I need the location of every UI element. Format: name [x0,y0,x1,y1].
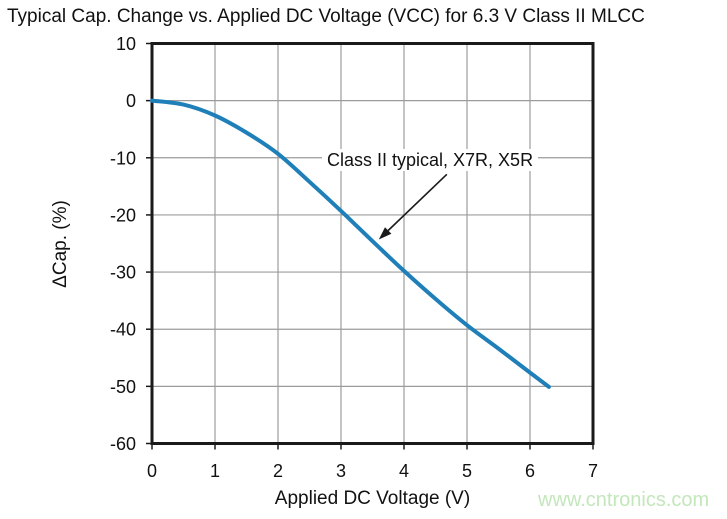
watermark: www.cntronics.com [538,489,710,511]
x-tick-label: 7 [588,461,598,481]
y-tick-label: -30 [110,263,136,283]
y-tick-label: -20 [110,205,136,225]
x-tick-label: 1 [210,461,220,481]
y-tick-label: -50 [110,377,136,397]
plot-frame [150,42,595,445]
y-tick-label: -40 [110,320,136,340]
x-tick-label: 2 [273,461,283,481]
chart-title: Typical Cap. Change vs. Applied DC Volta… [7,6,645,27]
x-axis-label: Applied DC Voltage (V) [274,488,471,509]
x-tick-label: 4 [399,461,409,481]
x-tick-label: 5 [462,461,472,481]
curve-class-ii-typical [150,98,551,389]
annotation-arrowhead [378,227,392,240]
annotation-arrow-line [387,173,448,232]
annotation-label: Class II typical, X7R, X5R [322,149,539,171]
y-tick-label: -10 [110,148,136,168]
x-tick-label: 3 [336,461,346,481]
x-tick-label: 0 [147,461,157,481]
y-tick-label: -60 [110,434,136,454]
y-tick-label: 0 [126,91,136,111]
y-tick-label: 10 [116,34,136,54]
x-tick-label: 6 [525,461,535,481]
